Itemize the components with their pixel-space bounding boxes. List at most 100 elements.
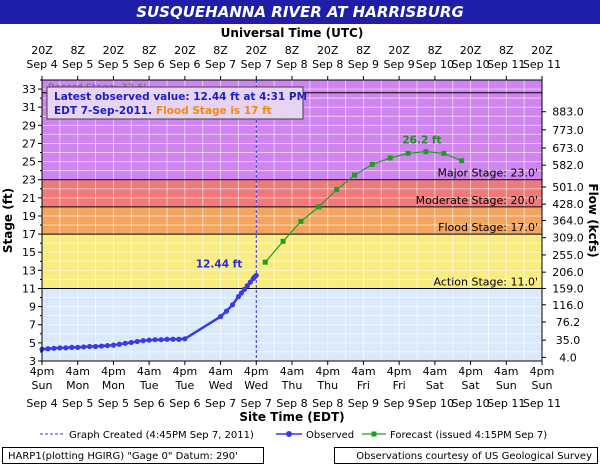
info-line-2a: EDT 7-Sep-2011. <box>54 105 152 117</box>
info-line-2b: Flood Stage is 17 ft <box>156 105 272 117</box>
bottom-tick-date: Sep 5 <box>62 397 93 410</box>
chart-title: SUSQUEHANNA RIVER AT HARRISBURG <box>0 0 600 24</box>
x-axis-title: Site Time (EDT) <box>239 410 344 424</box>
top-tick-time: 20Z <box>103 44 125 57</box>
forecast-point <box>405 150 411 156</box>
top-tick-date: Sep 10 <box>451 58 489 71</box>
forecast-point <box>459 158 465 164</box>
forecast-point <box>423 149 429 155</box>
top-tick-time: 8Z <box>70 44 85 57</box>
flow-tick-label: 206.0 <box>552 266 584 279</box>
bottom-tick-date: Sep 6 <box>134 397 165 410</box>
observed-point <box>122 340 128 346</box>
bottom-tick-day: Tue <box>174 379 194 392</box>
y-tick-label: 11 <box>22 282 36 295</box>
bottom-tick-date: Sep 11 <box>487 397 525 410</box>
info-box <box>46 86 304 120</box>
y-tick-label: 33 <box>22 83 36 96</box>
top-tick-time: 8Z <box>285 44 300 57</box>
y-tick-label: 3 <box>29 355 36 368</box>
y-tick-label: 29 <box>22 119 36 132</box>
bottom-tick-time: 4am <box>423 365 447 378</box>
observed-point <box>217 313 224 320</box>
bottom-tick-time: 4am <box>494 365 518 378</box>
top-tick-date: Sep 9 <box>348 58 379 71</box>
observed-point <box>170 336 176 342</box>
observed-point <box>223 308 230 314</box>
bottom-tick-time: 4pm <box>458 365 483 378</box>
top-tick-date: Sep 4 <box>26 58 57 71</box>
y-axis-title: Stage (ft) <box>1 188 15 253</box>
bottom-tick-time: 4am <box>208 365 232 378</box>
bottom-tick-time: 4pm <box>30 365 55 378</box>
observed-point <box>75 344 81 351</box>
top-tick-date: Sep 8 <box>276 58 307 71</box>
flow-tick-label: 255.0 <box>552 249 584 262</box>
observed-point <box>45 346 51 352</box>
top-tick-time: 20Z <box>317 44 339 57</box>
bottom-tick-day: Thu <box>316 379 338 392</box>
legend-created-text: Graph Created (4:45PM Sep 7, 2011) <box>69 430 254 441</box>
bottom-tick-time: 4am <box>65 365 89 378</box>
observed-point <box>235 294 242 300</box>
bottom-tick-day: Wed <box>209 379 233 392</box>
top-tick-time: 8Z <box>142 44 157 57</box>
bottom-tick-time: 4am <box>280 365 304 378</box>
top-tick-time: 20Z <box>246 44 268 57</box>
bottom-tick-date: Sep 6 <box>169 397 200 410</box>
forecast-point <box>316 204 322 210</box>
y-tick-label: 19 <box>22 210 36 223</box>
observed-point <box>140 338 146 344</box>
top-tick-date: Sep 6 <box>169 58 200 71</box>
bottom-tick-date: Sep 9 <box>384 397 415 410</box>
flow-tick-label: 364.0 <box>552 215 584 228</box>
top-tick-time: 20Z <box>388 44 410 57</box>
flow-tick-label: 501.0 <box>552 181 584 194</box>
top-tick-time: 20Z <box>31 44 53 57</box>
bottom-tick-time: 4pm <box>530 365 555 378</box>
observed-point <box>241 286 247 292</box>
bottom-tick-date: Sep 4 <box>26 397 57 410</box>
bottom-tick-day: Sat <box>462 379 481 392</box>
bottom-tick-time: 4pm <box>244 365 269 378</box>
top-tick-time: 8Z <box>356 44 371 57</box>
bottom-tick-date: Sep 9 <box>348 397 379 410</box>
legend-observed-marker <box>286 431 292 437</box>
legend-forecast-text: Forecast (issued 4:15PM Sep 7) <box>390 430 547 441</box>
legend-forecast-marker <box>371 431 377 437</box>
y-tick-label: 17 <box>22 228 36 241</box>
observed-point <box>51 345 57 351</box>
flow-tick-label: 582.0 <box>552 159 584 172</box>
bottom-tick-day: Thu <box>281 379 303 392</box>
observed-point <box>134 338 140 345</box>
bottom-tick-date: Sep 5 <box>98 397 129 410</box>
top-tick-date: Sep 7 <box>241 58 272 71</box>
top-axis-title: Universal Time (UTC) <box>221 26 364 40</box>
y-tick-label: 27 <box>22 137 36 150</box>
observed-point <box>98 343 105 349</box>
flow-tick-label: 428.0 <box>552 198 584 211</box>
flow-tick-label: 673.0 <box>552 142 584 155</box>
forecast-point <box>369 161 375 167</box>
axes: 3 5 7 9 11 13 15 17 19 21 23 25 27 29 31 33 Stage (ft) 4.… <box>1 26 600 424</box>
observed-value-label: 12.44 ft <box>196 258 242 270</box>
y-tick-label: 25 <box>22 156 36 169</box>
flow-tick-label: 4.0 <box>559 351 577 364</box>
bottom-tick-day: Mon <box>66 379 89 392</box>
footer-datum: HARP1(plotting HGIRG) "Gage 0" Datum: 29… <box>2 447 264 464</box>
observed-point <box>63 345 69 351</box>
y-tick-label: 15 <box>22 246 36 259</box>
bottom-tick-date: Sep 10 <box>416 397 454 410</box>
bottom-tick-day: Fri <box>357 379 370 392</box>
bottom-tick-time: 4am <box>137 365 161 378</box>
observed-point <box>128 339 134 346</box>
threshold-label: Action Stage: 11.0' <box>434 275 538 288</box>
top-tick-date: Sep 6 <box>134 58 165 71</box>
observed-point <box>87 343 93 350</box>
top-tick-date: Sep 8 <box>312 58 343 71</box>
top-tick-time: 20Z <box>174 44 196 57</box>
forecast-series-line <box>264 150 462 263</box>
threshold-label: Major Stage: 23.0' <box>437 167 538 180</box>
